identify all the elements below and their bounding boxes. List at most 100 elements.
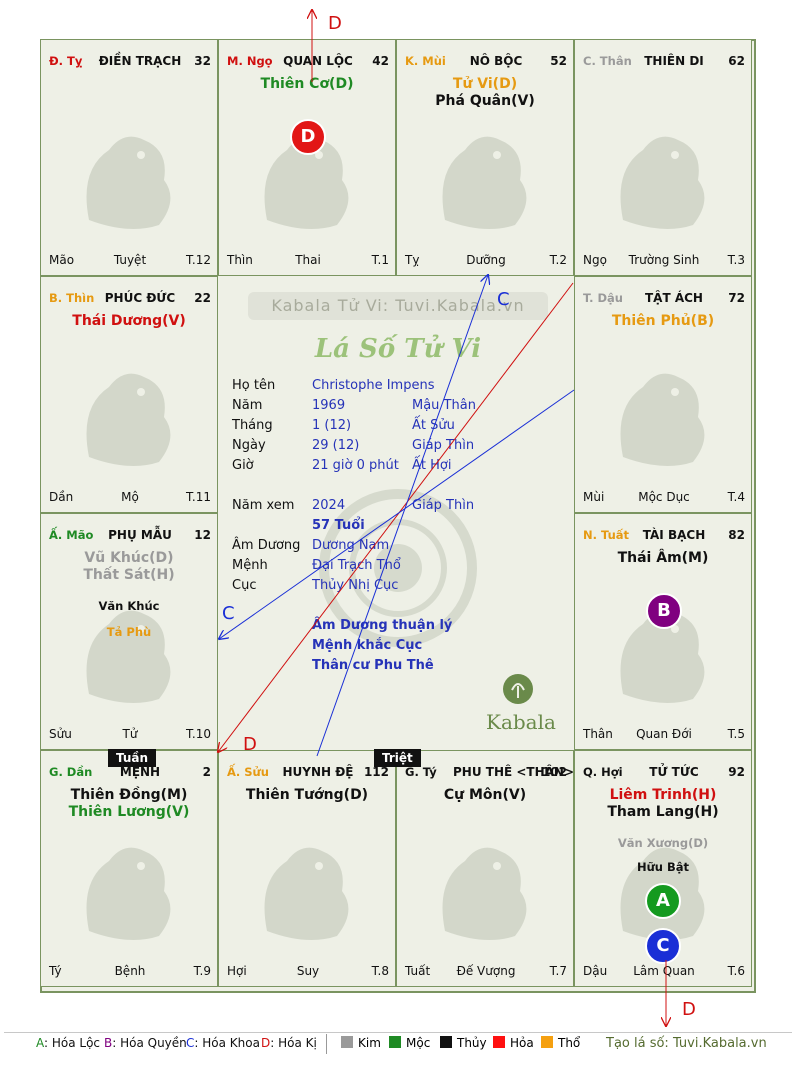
footer-period: T.4 [727,490,745,504]
legend-divider [4,1032,792,1033]
palace-header: B. Thìn PHÚC ĐỨC 22 [49,291,211,307]
zodiac-animal-watermark [264,136,349,229]
minor-star: Hữu Bật [636,860,690,874]
star-list: Thiên Đồng(M) Thiên Lương(V) [41,787,217,821]
legend-site-credit: Tạo lá số: Tuvi.Kabala.vn [606,1036,767,1051]
palace-age: 42 [372,54,389,68]
palace-age: 32 [194,54,211,68]
zodiac-animal-watermark [620,136,705,229]
hoa-loc-badge: A [645,883,681,919]
footer-branch: Tỵ [405,253,420,267]
branch-label: G. Dần [49,765,93,779]
info-label: Mệnh [232,558,268,573]
branch-label: K. Mùi [405,54,446,68]
palace-header: K. Mùi NÔ BỘC 52 [405,54,567,70]
minor-star: Văn Xương(D) [617,836,709,850]
age-value: 57 Tuổi [312,518,365,533]
star-list: Liêm Trinh(H) Tham Lang(H) Văn Xương(D) Hữu… [575,787,751,875]
footer-branch: Ngọ [583,253,607,267]
info-label: Tháng [232,418,273,433]
palace-huynh-de: Ấ. Sửu HUYNH ĐỆ 112 Thiên Tướng(D) Hợi Suy T.8 [218,750,396,987]
kabala-logo-text: Kabala [486,710,556,734]
footer-stage: Đế Vượng [456,964,516,978]
star-list: Vũ Khúc(D) Thất Sát(H) Văn Khúc Tả Phù [41,550,217,640]
footer-branch: Tý [49,964,62,978]
branch-label: Ấ. Mão [49,528,94,542]
branch-label: M. Ngọ [227,54,273,68]
info-can-chi: Ất Sửu [412,418,455,433]
palace-name: PHÚC ĐỨC [104,291,176,305]
palace-header: Ấ. Mão PHỤ MẪU 12 [49,528,211,544]
star-list: Thiên Tướng(D) [219,787,395,804]
palace-header: G. Tý PHU THÊ <THÂN> 102 [405,765,575,781]
palace-name: TẬT ÁCH [645,291,703,305]
info-value: Đại Trạch Thổ [312,558,401,573]
info-label: Năm [232,398,263,413]
zodiac-animal-watermark [86,610,171,703]
footer-branch: Sửu [49,727,72,741]
branch-label: B. Thìn [49,291,95,305]
footer-period: T.9 [193,964,211,978]
namxem-year: 2024 [312,498,346,513]
palace-thien-di: C. Thân THIÊN DI 62 Ngọ Trường Sinh T.3 [574,39,752,276]
major-star: Phá Quân(V) [435,93,535,109]
minor-star: Văn Khúc [98,599,160,613]
palace-age: 2 [202,765,211,779]
info-value: Christophe Impens [312,378,435,393]
palace-age: 62 [728,54,745,68]
palace-tat-ach: T. Dậu TẬT ÁCH 72 Thiên Phủ(B) Mùi Mộc Dục T.4 [574,276,752,513]
palace-menh: G. Dần MỆNH 2 Thiên Đồng(M) Thiên Lương(V) Tý… [40,750,218,987]
palace-name: THIÊN DI [644,54,704,68]
legend-separator [326,1034,327,1054]
palace-header: Ấ. Sửu HUYNH ĐỆ 112 [227,765,389,781]
footer-stage: Dưỡng [466,253,506,267]
palace-name: PHU THÊ <THÂN> [453,765,575,779]
palace-age: 72 [728,291,745,305]
footer-stage: Tuyệt [113,253,147,267]
major-star: Thiên Phủ(B) [611,313,715,329]
palace-age: 52 [550,54,567,68]
footer-stage: Mộ [121,490,139,504]
palace-no-boc: K. Mùi NÔ BỘC 52 Tử Vi(D) Phá Quân(V) Tỵ Dưỡng… [396,39,574,276]
chart-note: Thân cư Phu Thê [312,658,434,673]
legend-hoa-khoa: C: Hóa Khoa [186,1036,260,1050]
footer-stage: Mộc Dục [638,490,690,504]
legend-tho: Thổ [541,1036,580,1050]
info-value: Thủy Nhị Cục [312,578,399,593]
major-star: Thất Sát(H) [83,567,175,583]
palace-age: 102 [541,765,567,779]
palace-phu-the: G. Tý PHU THÊ <THÂN> 102 Cự Môn(V) Tuất Đế Vư… [396,750,574,987]
footer-period: T.8 [371,964,389,978]
palace-header: C. Thân THIÊN DI 62 [583,54,745,70]
arrow-label-d-2: D [682,999,696,1020]
palace-name: PHỤ MẪU [108,528,172,542]
footer-period: T.1 [371,253,389,267]
info-can-chi: Giáp Thìn [412,438,475,453]
zodiac-animal-watermark [264,847,349,940]
palace-phuc-duc: B. Thìn PHÚC ĐỨC 22 Thái Dương(V) Dần Mộ T.11 [40,276,218,513]
palace-age: 112 [363,765,389,779]
footer-branch: Dần [49,490,74,504]
palace-header: Đ. Tỵ ĐIỀN TRẠCH 32 [49,54,211,70]
palace-age: 12 [194,528,211,542]
footer-branch: Mão [49,253,75,267]
palace-name: MỆNH [119,765,161,779]
palace-footer: Sửu Tử T.10 [49,727,211,741]
info-label: Giờ [232,458,254,473]
branch-label: Đ. Tỵ [49,54,83,68]
branch-label: Ấ. Sửu [227,765,269,779]
palace-phu-mau: Ấ. Mão PHỤ MẪU 12 Vũ Khúc(D) Thất Sát(H) Văn … [40,513,218,750]
footer-stage: Bệnh [114,964,146,978]
footer-period: T.3 [727,253,745,267]
minor-star: Tả Phù [106,625,152,639]
namxem-label: Năm xem [232,498,295,513]
major-star: Cự Môn(V) [443,787,527,803]
info-value: Dương Nam [312,538,390,553]
star-list: Thiên Phủ(B) [575,313,751,330]
zodiac-animal-watermark [442,847,527,940]
branch-label: G. Tý [405,765,437,779]
footer-period: T.5 [727,727,745,741]
branch-label: Q. Hợi [583,765,623,779]
legend-kim: Kim [341,1036,381,1050]
hoa-quyen-badge: B [646,593,682,629]
